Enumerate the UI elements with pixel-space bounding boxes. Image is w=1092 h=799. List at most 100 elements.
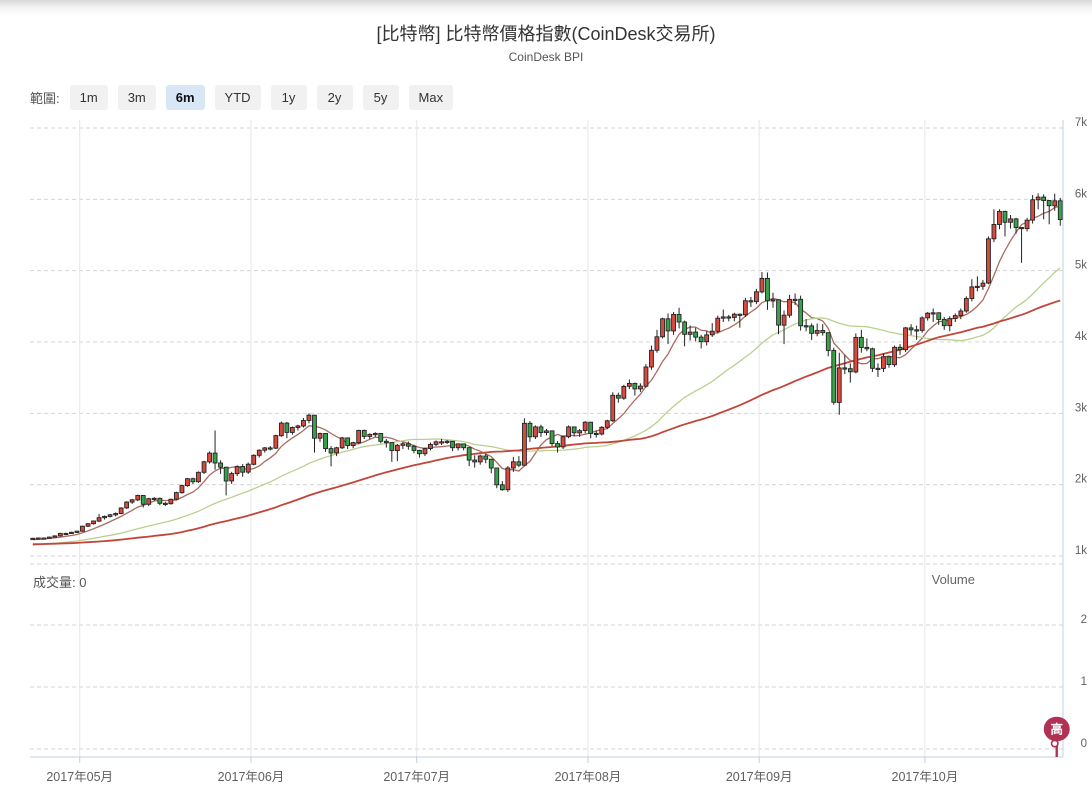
candle-body[interactable] bbox=[610, 394, 616, 422]
candle-body[interactable] bbox=[820, 330, 826, 334]
candle-body[interactable] bbox=[1013, 218, 1019, 228]
candle-body[interactable] bbox=[63, 532, 69, 536]
candle-body[interactable] bbox=[997, 210, 1002, 225]
candle-body[interactable] bbox=[649, 349, 654, 368]
range-button-2y[interactable]: 2y bbox=[316, 85, 353, 110]
candle-body[interactable] bbox=[1035, 196, 1041, 201]
candle-body[interactable] bbox=[638, 385, 643, 390]
candle-body[interactable] bbox=[803, 325, 809, 328]
candle-body[interactable] bbox=[85, 523, 91, 527]
candle-body[interactable] bbox=[1019, 227, 1024, 230]
candle-body[interactable] bbox=[118, 507, 124, 514]
candle-body[interactable] bbox=[621, 385, 627, 399]
candle-body[interactable] bbox=[400, 443, 406, 446]
candle-body[interactable] bbox=[157, 497, 163, 504]
candle-body[interactable] bbox=[151, 497, 157, 500]
candle-body[interactable] bbox=[571, 426, 577, 434]
candle-body[interactable] bbox=[737, 313, 743, 316]
high-flag[interactable]: 高 bbox=[1043, 716, 1070, 757]
candle-body[interactable] bbox=[715, 317, 721, 332]
candle-body[interactable] bbox=[831, 349, 837, 403]
candle-body[interactable] bbox=[356, 429, 362, 444]
candle-body[interactable] bbox=[229, 473, 235, 482]
candle-body[interactable] bbox=[665, 318, 671, 332]
candle-body[interactable] bbox=[334, 447, 339, 454]
candle-body[interactable] bbox=[140, 495, 146, 505]
candle-body[interactable] bbox=[522, 422, 527, 466]
candle-body[interactable] bbox=[809, 325, 815, 334]
candle-body[interactable] bbox=[312, 414, 317, 439]
candle-body[interactable] bbox=[113, 513, 119, 516]
candle-body[interactable] bbox=[798, 298, 804, 327]
candle-body[interactable] bbox=[555, 443, 560, 448]
candle-body[interactable] bbox=[405, 443, 411, 447]
candle-body[interactable] bbox=[96, 517, 102, 522]
candle-body[interactable] bbox=[74, 530, 80, 533]
candle-body[interactable] bbox=[129, 499, 135, 503]
candle-body[interactable] bbox=[52, 535, 58, 538]
candle-body[interactable] bbox=[207, 452, 212, 463]
candle-body[interactable] bbox=[919, 317, 925, 331]
candle-body[interactable] bbox=[273, 435, 279, 449]
candle-body[interactable] bbox=[952, 315, 958, 320]
candle-body[interactable] bbox=[267, 447, 273, 450]
candle-body[interactable] bbox=[1024, 219, 1030, 230]
candle-body[interactable] bbox=[35, 537, 41, 540]
candle-body[interactable] bbox=[682, 321, 688, 335]
candle-body[interactable] bbox=[903, 327, 908, 351]
candle-body[interactable] bbox=[593, 432, 599, 436]
candle-body[interactable] bbox=[963, 298, 969, 312]
range-button-max[interactable]: Max bbox=[408, 85, 454, 110]
candle-body[interactable] bbox=[1046, 200, 1052, 207]
candle-body[interactable] bbox=[599, 426, 605, 435]
candle-body[interactable] bbox=[693, 331, 699, 338]
candle-body[interactable] bbox=[1057, 200, 1063, 221]
candle-body[interactable] bbox=[643, 366, 649, 387]
candle-body[interactable] bbox=[472, 459, 478, 463]
candle-body[interactable] bbox=[417, 449, 422, 455]
candle-body[interactable] bbox=[69, 531, 74, 534]
candle-body[interactable] bbox=[46, 536, 52, 539]
candle-body[interactable] bbox=[604, 420, 610, 428]
candle-body[interactable] bbox=[428, 443, 433, 449]
candle-body[interactable] bbox=[1030, 199, 1036, 221]
candle-body[interactable] bbox=[107, 514, 113, 517]
candle-body[interactable] bbox=[190, 478, 196, 483]
candle-body[interactable] bbox=[814, 330, 820, 334]
candle-body[interactable] bbox=[179, 485, 185, 494]
candle-body[interactable] bbox=[947, 318, 953, 327]
candle-body[interactable] bbox=[124, 501, 130, 509]
candle-body[interactable] bbox=[787, 298, 792, 316]
candle-body[interactable] bbox=[80, 525, 85, 532]
candle-body[interactable] bbox=[925, 312, 931, 319]
candle-body[interactable] bbox=[560, 436, 566, 448]
candle-body[interactable] bbox=[632, 382, 638, 390]
candle-body[interactable] bbox=[301, 420, 306, 427]
candle-body[interactable] bbox=[864, 346, 870, 350]
candle-body[interactable] bbox=[836, 367, 842, 403]
candle-body[interactable] bbox=[135, 495, 141, 501]
candle-body[interactable] bbox=[433, 441, 439, 445]
candle-body[interactable] bbox=[516, 461, 522, 466]
candle-body[interactable] bbox=[588, 421, 594, 434]
candle-body[interactable] bbox=[383, 440, 389, 444]
candle-body[interactable] bbox=[986, 238, 991, 284]
candle-body[interactable] bbox=[422, 448, 428, 455]
candle-body[interactable] bbox=[439, 441, 444, 444]
candle-body[interactable] bbox=[936, 312, 942, 320]
candle-body[interactable] bbox=[256, 449, 262, 456]
candle-body[interactable] bbox=[908, 327, 914, 331]
candle-body[interactable] bbox=[102, 515, 107, 519]
candle-body[interactable] bbox=[687, 331, 693, 335]
candle-body[interactable] bbox=[444, 440, 450, 443]
candle-body[interactable] bbox=[289, 427, 295, 433]
candle-body[interactable] bbox=[323, 433, 328, 450]
candle-body[interactable] bbox=[533, 426, 538, 438]
candle-body[interactable] bbox=[544, 430, 549, 434]
candles[interactable] bbox=[30, 193, 1063, 540]
candle-body[interactable] bbox=[411, 445, 417, 451]
candle-body[interactable] bbox=[765, 277, 770, 302]
range-button-5y[interactable]: 5y bbox=[362, 85, 399, 110]
candle-body[interactable] bbox=[240, 466, 246, 473]
range-button-3m[interactable]: 3m bbox=[117, 85, 156, 110]
